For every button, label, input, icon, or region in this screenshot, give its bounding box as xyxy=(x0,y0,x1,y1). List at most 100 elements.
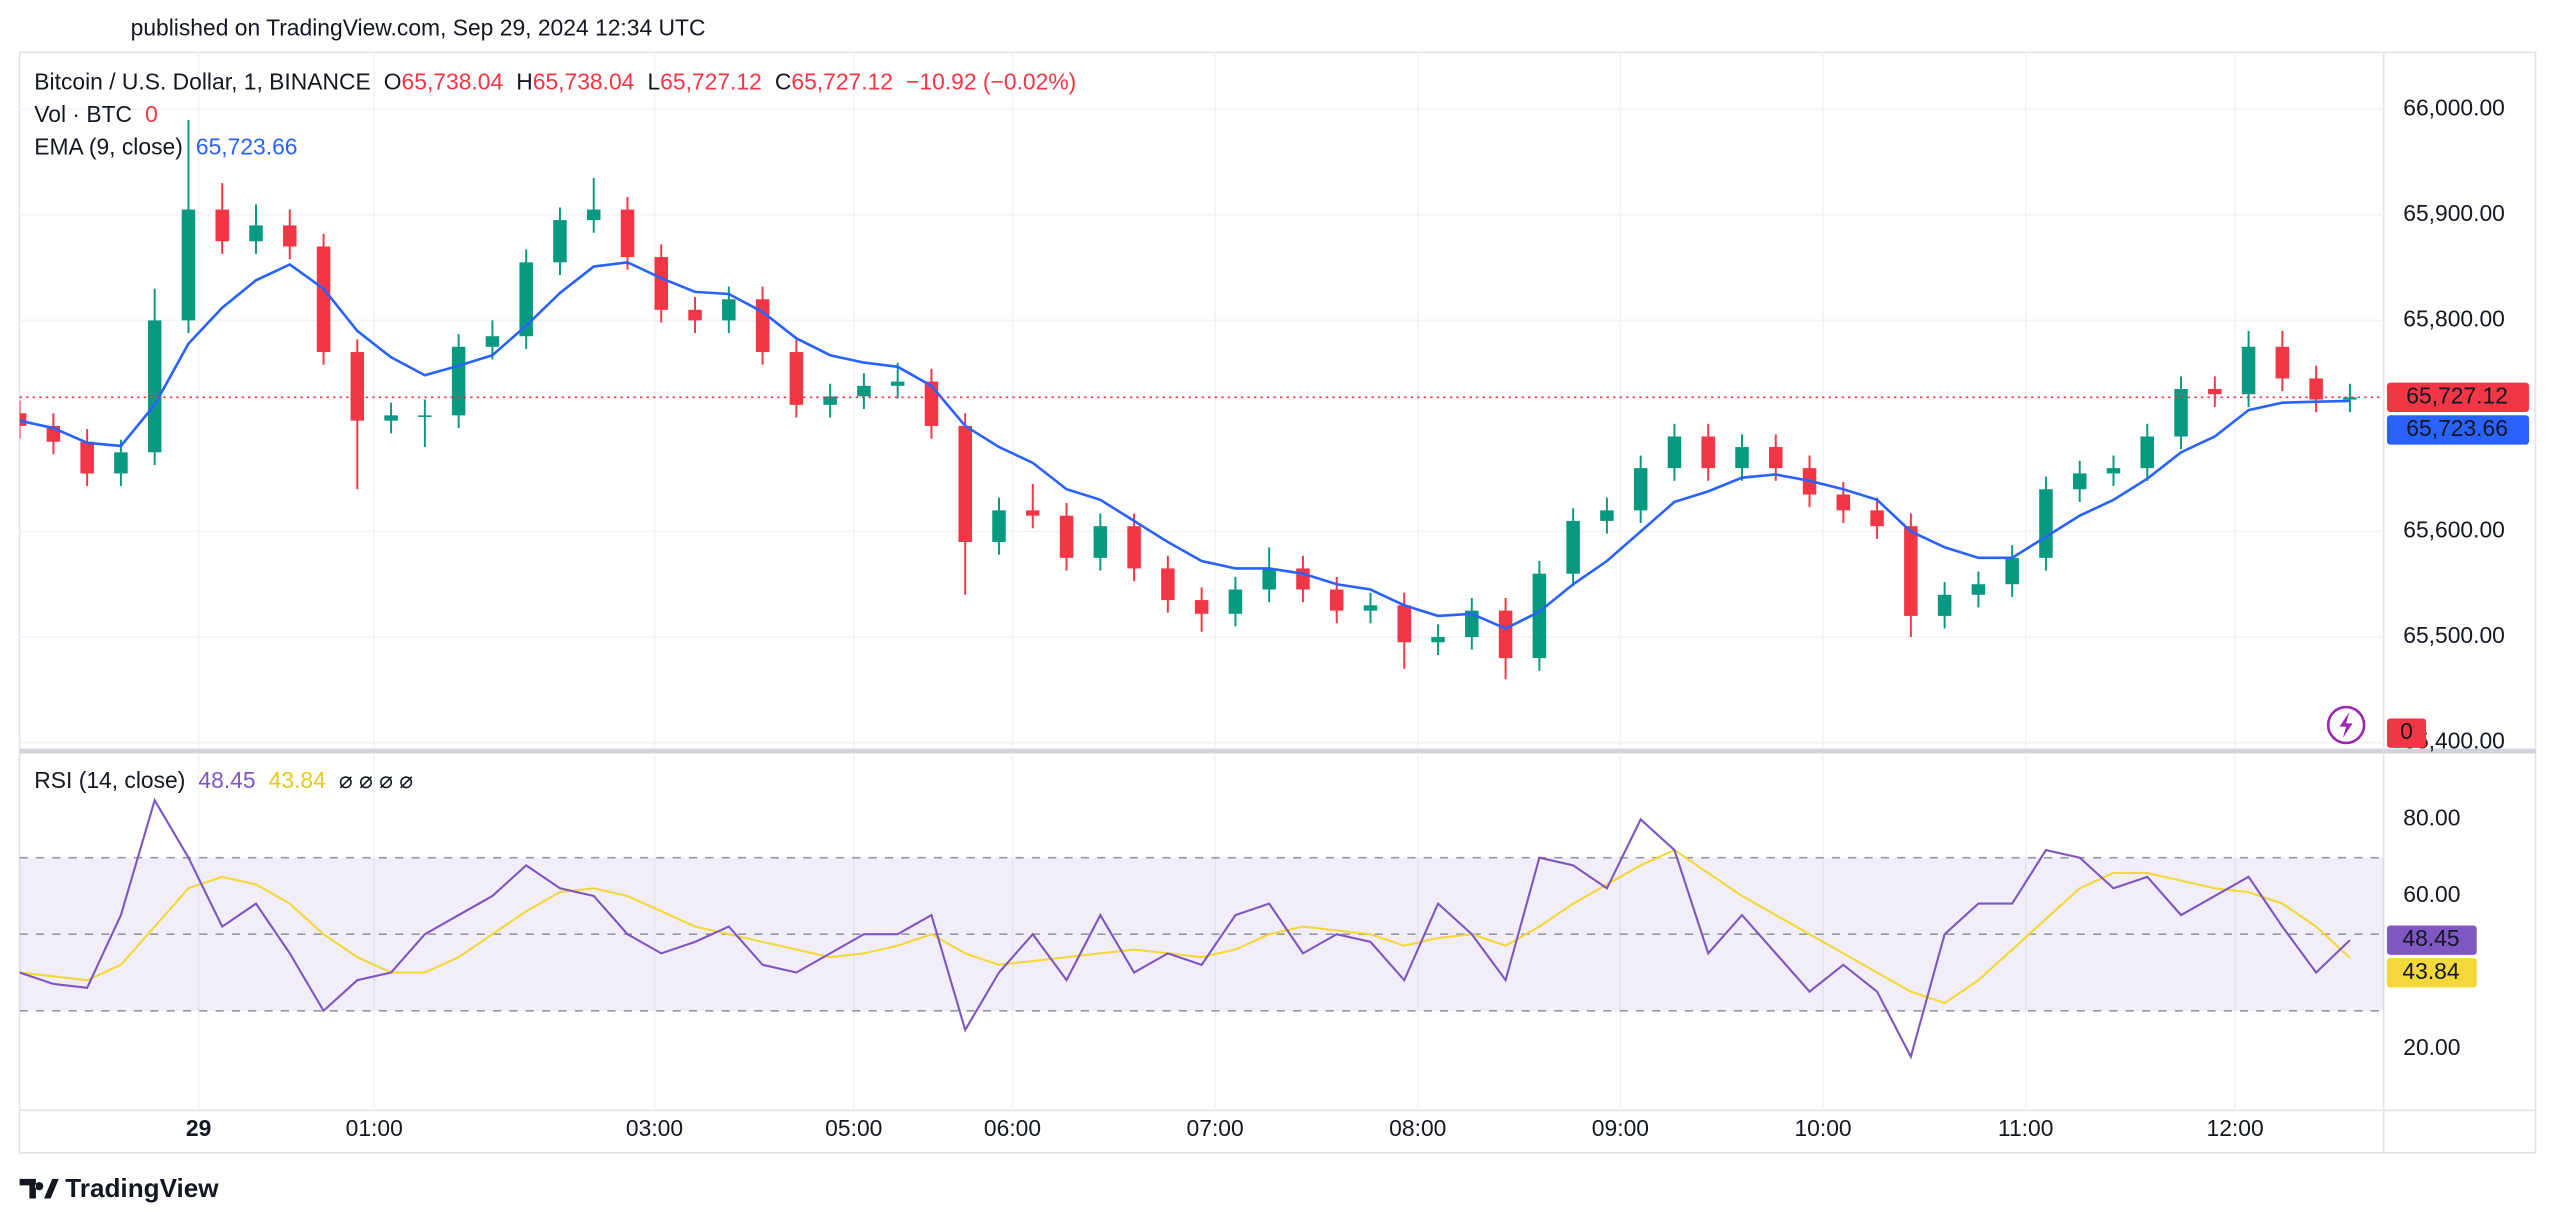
candle-body xyxy=(1769,447,1783,469)
y-tick-label: 60.00 xyxy=(2403,881,2460,907)
tradingview-logo: TradingView xyxy=(19,1173,219,1203)
candle-body xyxy=(958,425,972,543)
x-tick-label: 10:00 xyxy=(1794,1115,1851,1141)
candle-body xyxy=(1228,589,1243,614)
candle-body xyxy=(2174,388,2188,437)
candle-body xyxy=(688,309,702,321)
x-tick-label: 11:00 xyxy=(1998,1115,2053,1141)
candle-body xyxy=(992,510,1006,543)
candle-body xyxy=(2005,557,2019,585)
ohlc-value: 65,727.12 xyxy=(791,68,893,94)
ohlc-value: 65,738.04 xyxy=(533,68,635,94)
symbol-legend: Bitcoin / U.S. Dollar, 1, BINANCE O65,738… xyxy=(34,68,1076,94)
candle-body xyxy=(1262,568,1276,590)
x-tick-label: 05:00 xyxy=(825,1115,882,1141)
ohlc-key: C xyxy=(775,68,792,94)
candle-body xyxy=(1431,637,1445,643)
candle-body xyxy=(1937,594,1952,616)
candle-body xyxy=(80,441,94,474)
icon-bolt[interactable] xyxy=(2339,711,2353,739)
candle-body xyxy=(1397,605,1412,643)
candle-body xyxy=(485,336,500,347)
candle-body xyxy=(2072,473,2087,490)
ohlc-key: L xyxy=(647,68,660,94)
candle-body xyxy=(418,415,432,418)
rsi-extra: ⌀ ⌀ ⌀ ⌀ xyxy=(339,767,413,793)
candle-body xyxy=(19,413,27,426)
ema-legend: EMA (9, close) 65,723.66 xyxy=(34,134,297,160)
volume-tag xyxy=(2386,718,2427,748)
candle-body xyxy=(1870,510,1884,527)
candle-body xyxy=(2039,489,2053,558)
candle-body xyxy=(1735,447,1749,469)
candle-body xyxy=(620,209,635,258)
candle-body xyxy=(316,246,331,353)
candle-body xyxy=(1093,526,1108,558)
candle-body xyxy=(1701,436,1715,469)
logo-mark xyxy=(19,1178,59,1199)
last-price-tag xyxy=(2386,382,2529,413)
candle-body xyxy=(857,385,871,397)
candle-body xyxy=(1600,510,1614,521)
x-tick-label: 08:00 xyxy=(1389,1115,1446,1141)
ema-tag xyxy=(2386,415,2529,445)
volume-tag-label: 0 xyxy=(2400,718,2413,744)
rsi-legend: RSI (14, close) 48.45 43.84 ⌀ ⌀ ⌀ ⌀ xyxy=(34,767,413,793)
candle-body xyxy=(181,209,196,321)
candle-body xyxy=(2309,378,2323,400)
candle-body xyxy=(553,220,567,263)
candle-body xyxy=(2275,346,2290,379)
candle-body xyxy=(384,415,398,421)
x-tick-label: 07:00 xyxy=(1187,1115,1244,1141)
ohlc-value: 65,727.12 xyxy=(660,68,762,94)
candle-body xyxy=(1059,515,1074,558)
y-tick-label: 65,800.00 xyxy=(2403,305,2505,331)
y-tick-label: 66,000.00 xyxy=(2403,94,2505,120)
candle-body xyxy=(1194,600,1209,614)
candle-body xyxy=(1633,468,1648,511)
candle-body xyxy=(890,381,905,386)
candle-body xyxy=(1161,568,1175,601)
candle-body xyxy=(2208,388,2222,395)
y-tick-label: 65,600.00 xyxy=(2403,517,2505,543)
y-tick-label: 20.00 xyxy=(2403,1034,2460,1060)
rsi-title: RSI (14, close) xyxy=(34,767,185,793)
y-tick-label: 65,900.00 xyxy=(2403,200,2505,226)
ema-value: 65,723.66 xyxy=(196,134,298,160)
rsi-value: 48.45 xyxy=(198,767,255,793)
chart-frame xyxy=(18,51,2537,1154)
x-tick-label: 03:00 xyxy=(626,1115,683,1141)
lightning-icon[interactable] xyxy=(2326,705,2366,745)
candle-body xyxy=(1363,605,1378,611)
candle-body xyxy=(215,209,229,242)
candle-body xyxy=(755,299,770,353)
ema-name: EMA (9, close) xyxy=(34,134,183,160)
x-tick-label: 12:00 xyxy=(2206,1115,2263,1141)
candle-body xyxy=(519,262,533,337)
candle-body xyxy=(283,225,297,247)
candle-body xyxy=(350,352,365,421)
candle-body xyxy=(1329,589,1344,611)
ohlc-key: H xyxy=(516,68,533,94)
candle-body xyxy=(789,352,804,405)
candle-body xyxy=(1127,526,1141,569)
price-change: −10.92 (−0.02%) xyxy=(906,68,1076,94)
volume-legend: Vol · BTC 0 xyxy=(34,101,158,127)
volume-value: 0 xyxy=(145,101,158,127)
last-price-label: 65,727.12 xyxy=(2406,382,2508,408)
candle-body xyxy=(924,381,939,426)
candle-body xyxy=(1836,494,1851,511)
candle-body xyxy=(1026,510,1040,516)
line-series xyxy=(19,797,2351,1060)
candle-body xyxy=(823,396,837,405)
candle-body xyxy=(114,452,128,474)
line-series xyxy=(19,260,2350,631)
candle-body xyxy=(1498,610,1513,659)
candle-body xyxy=(1465,610,1479,638)
y-tick-label: 65,500.00 xyxy=(2403,622,2505,648)
candle-body xyxy=(722,299,736,321)
rsi-tag xyxy=(2386,958,2477,988)
candle-body xyxy=(654,257,669,310)
